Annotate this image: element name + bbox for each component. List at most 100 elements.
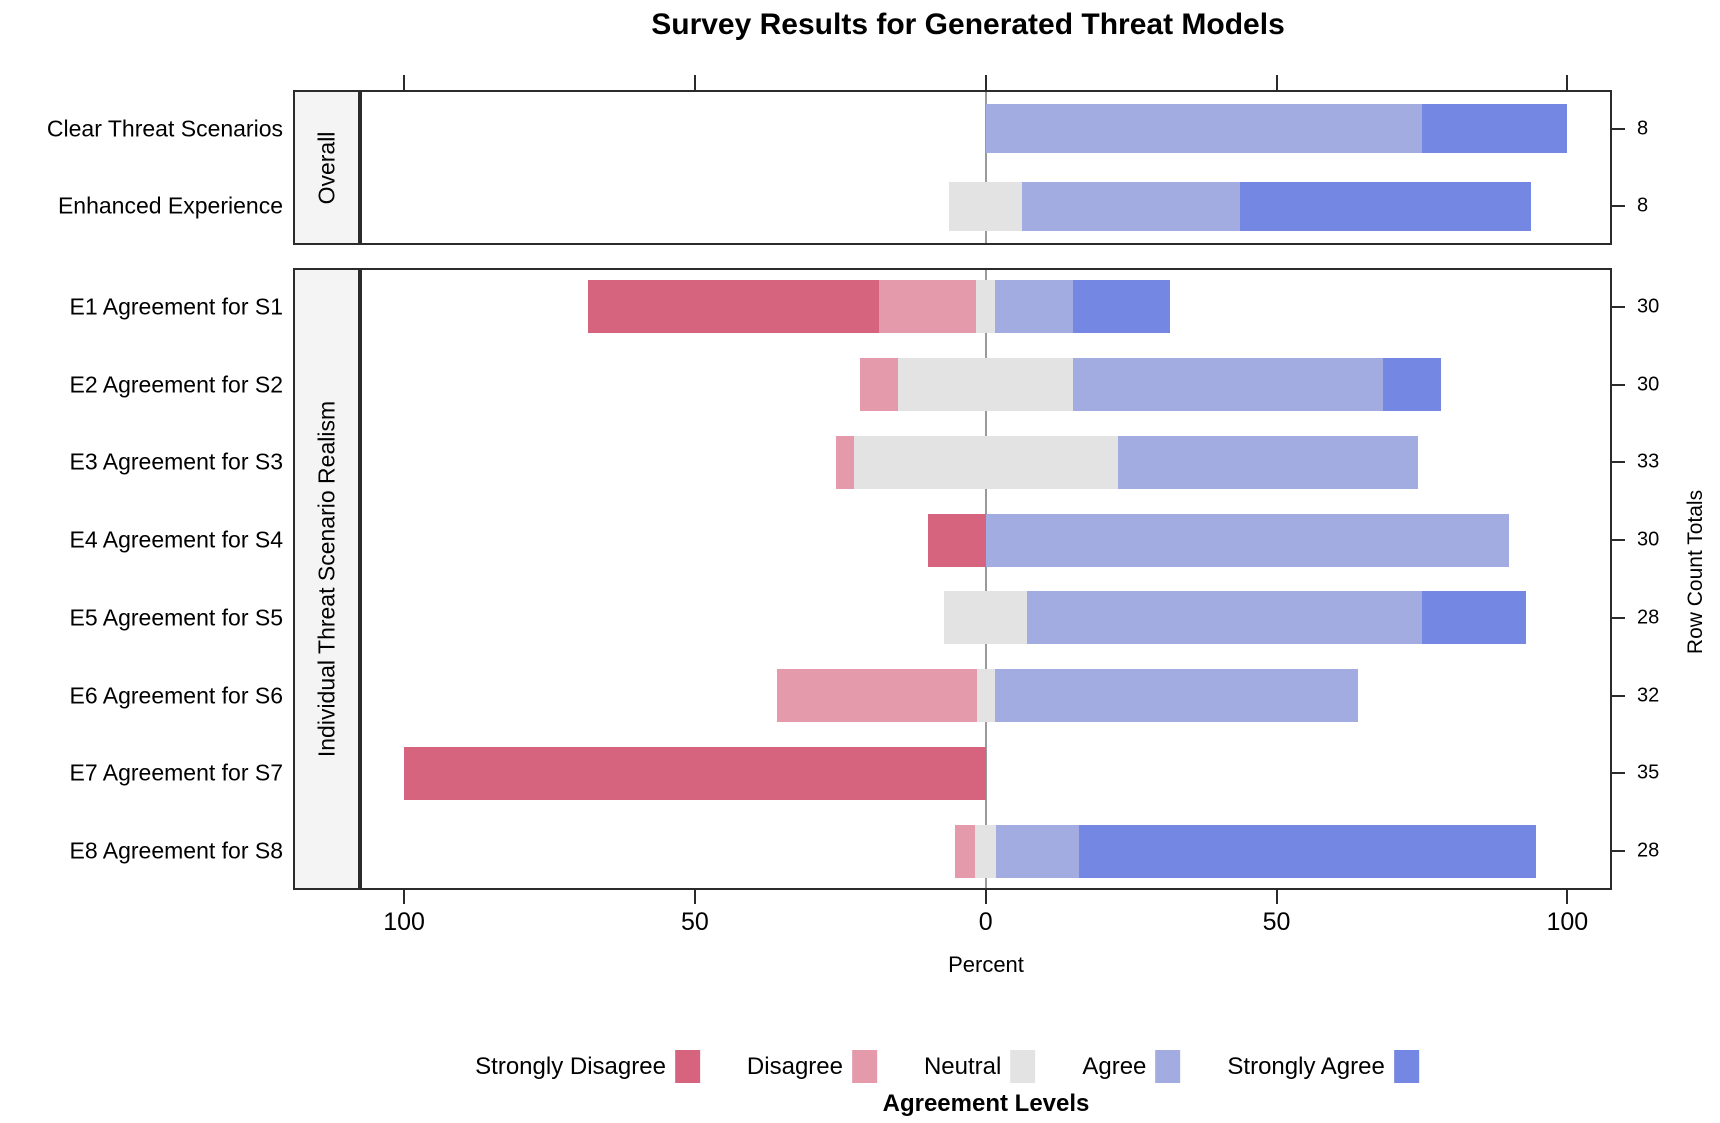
row-label: E4 Agreement for S4 xyxy=(69,526,283,553)
bar-segment-agree xyxy=(1117,435,1418,489)
row-count-tick xyxy=(1612,772,1625,775)
bar-segment-neutral xyxy=(975,824,997,878)
row-label: Clear Threat Scenarios xyxy=(46,115,283,142)
bar-segment-agree xyxy=(1027,591,1422,645)
x-axis-tick-label: 100 xyxy=(1546,908,1589,936)
legend-swatch xyxy=(1393,1050,1419,1083)
legend-entry: Agree xyxy=(1082,1050,1181,1083)
bar-segment-agree xyxy=(1022,181,1241,231)
row-count-label: 33 xyxy=(1637,450,1660,473)
row-label: E7 Agreement for S7 xyxy=(69,759,283,786)
legend-entry: Disagree xyxy=(747,1050,877,1083)
legend-swatch xyxy=(1155,1050,1181,1083)
x-axis-tick xyxy=(693,890,696,904)
row-count-label: 32 xyxy=(1637,684,1660,707)
bar-segment-strongly-disagree xyxy=(404,746,986,800)
bar-segment-agree xyxy=(985,104,1422,154)
bar-segment-neutral xyxy=(898,358,1073,412)
row-count-tick xyxy=(1612,850,1625,853)
row-count-tick xyxy=(1612,539,1625,542)
row-count-tick xyxy=(1612,305,1625,308)
row-label: E3 Agreement for S3 xyxy=(69,448,283,475)
x-axis-tick-label: 50 xyxy=(1262,908,1291,936)
legend-swatch xyxy=(1010,1050,1036,1083)
top-axis-tick xyxy=(693,75,696,90)
legend-entry: Strongly Disagree xyxy=(475,1050,700,1083)
right-axis-title: Row Count Totals xyxy=(1684,489,1707,655)
bar-segment-strongly-agree xyxy=(1079,824,1537,878)
x-axis-tick xyxy=(984,890,987,904)
bar-segment-strongly-agree xyxy=(1421,104,1568,154)
x-axis-tick xyxy=(1566,890,1569,904)
bar-segment-neutral xyxy=(976,669,995,723)
legend-label: Disagree xyxy=(746,1052,843,1080)
bar-segment-neutral xyxy=(944,591,1028,645)
bar-segment-strongly-disagree xyxy=(927,513,986,567)
bar-segment-strongly-agree xyxy=(1421,591,1526,645)
row-label: E5 Agreement for S5 xyxy=(69,604,283,631)
panel-strip xyxy=(293,268,360,890)
bar-segment-disagree xyxy=(954,824,976,878)
row-count-label: 30 xyxy=(1637,373,1660,396)
legend-label: Strongly Agree xyxy=(1227,1052,1385,1080)
legend-entry: Strongly Agree xyxy=(1227,1050,1419,1083)
row-label: E2 Agreement for S2 xyxy=(69,371,283,398)
row-count-tick xyxy=(1612,383,1625,386)
row-count-tick xyxy=(1612,694,1625,697)
x-axis-title: Percent xyxy=(948,952,1024,977)
row-count-label: 30 xyxy=(1637,528,1660,551)
bar-segment-agree xyxy=(996,824,1080,878)
x-axis-tick-label: 100 xyxy=(383,908,425,936)
top-axis-tick xyxy=(403,75,406,90)
legend-entry: Neutral xyxy=(923,1050,1036,1083)
panel-strip xyxy=(293,90,360,245)
legend-swatch xyxy=(674,1050,700,1083)
x-axis-tick-label: 50 xyxy=(680,908,709,936)
x-axis-tick xyxy=(1275,890,1278,904)
bar-segment-strongly-agree xyxy=(1072,280,1170,334)
zero-reference-line xyxy=(984,270,987,888)
legend-swatch xyxy=(851,1050,877,1083)
legend: Strongly Disagree Disagree Neutral Agree Str… xyxy=(475,1050,1419,1083)
row-label: E1 Agreement for S1 xyxy=(69,293,283,320)
row-count-label: 28 xyxy=(1637,839,1660,862)
top-axis-tick xyxy=(984,75,987,90)
bar-segment-neutral xyxy=(949,181,1023,231)
panel-strip-label: Individual Threat Scenario Realism xyxy=(313,400,339,758)
chart-title: Survey Results for Generated Threat Mode… xyxy=(651,8,1285,41)
bar-segment-strongly-disagree xyxy=(588,280,880,334)
top-axis-tick xyxy=(1566,75,1569,90)
bar-segment-strongly-agree xyxy=(1240,181,1531,231)
bar-segment-strongly-agree xyxy=(1383,358,1442,412)
bar-segment-agree xyxy=(994,669,1359,723)
bar-segment-neutral xyxy=(853,435,1118,489)
legend-label: Strongly Disagree xyxy=(475,1052,666,1080)
bar-segment-disagree xyxy=(879,280,976,334)
row-label: E8 Agreement for S8 xyxy=(69,837,283,864)
x-axis-tick-label: 0 xyxy=(978,908,993,936)
bar-segment-disagree xyxy=(835,435,854,489)
row-count-label: 35 xyxy=(1637,761,1660,784)
bar-segment-agree xyxy=(995,280,1073,334)
row-count-tick xyxy=(1612,616,1625,619)
row-count-label: 30 xyxy=(1637,295,1660,318)
row-label: Enhanced Experience xyxy=(57,192,283,219)
x-axis-tick xyxy=(403,890,406,904)
bar-segment-disagree xyxy=(776,669,977,723)
row-count-label: 28 xyxy=(1637,606,1660,629)
row-label: E6 Agreement for S6 xyxy=(69,682,283,709)
row-count-tick xyxy=(1612,127,1625,130)
legend-title: Agreement Levels xyxy=(882,1090,1090,1117)
row-count-label: 8 xyxy=(1637,194,1649,217)
bar-segment-agree xyxy=(985,513,1510,567)
row-count-label: 8 xyxy=(1637,117,1649,140)
bar-segment-neutral xyxy=(976,280,996,334)
panel-strip-label: Overall xyxy=(313,131,339,204)
top-axis-tick xyxy=(1275,75,1278,90)
row-count-tick xyxy=(1612,205,1625,208)
legend-label: Agree xyxy=(1082,1052,1147,1080)
bar-segment-agree xyxy=(1072,358,1384,412)
legend-label: Neutral xyxy=(923,1052,1002,1080)
